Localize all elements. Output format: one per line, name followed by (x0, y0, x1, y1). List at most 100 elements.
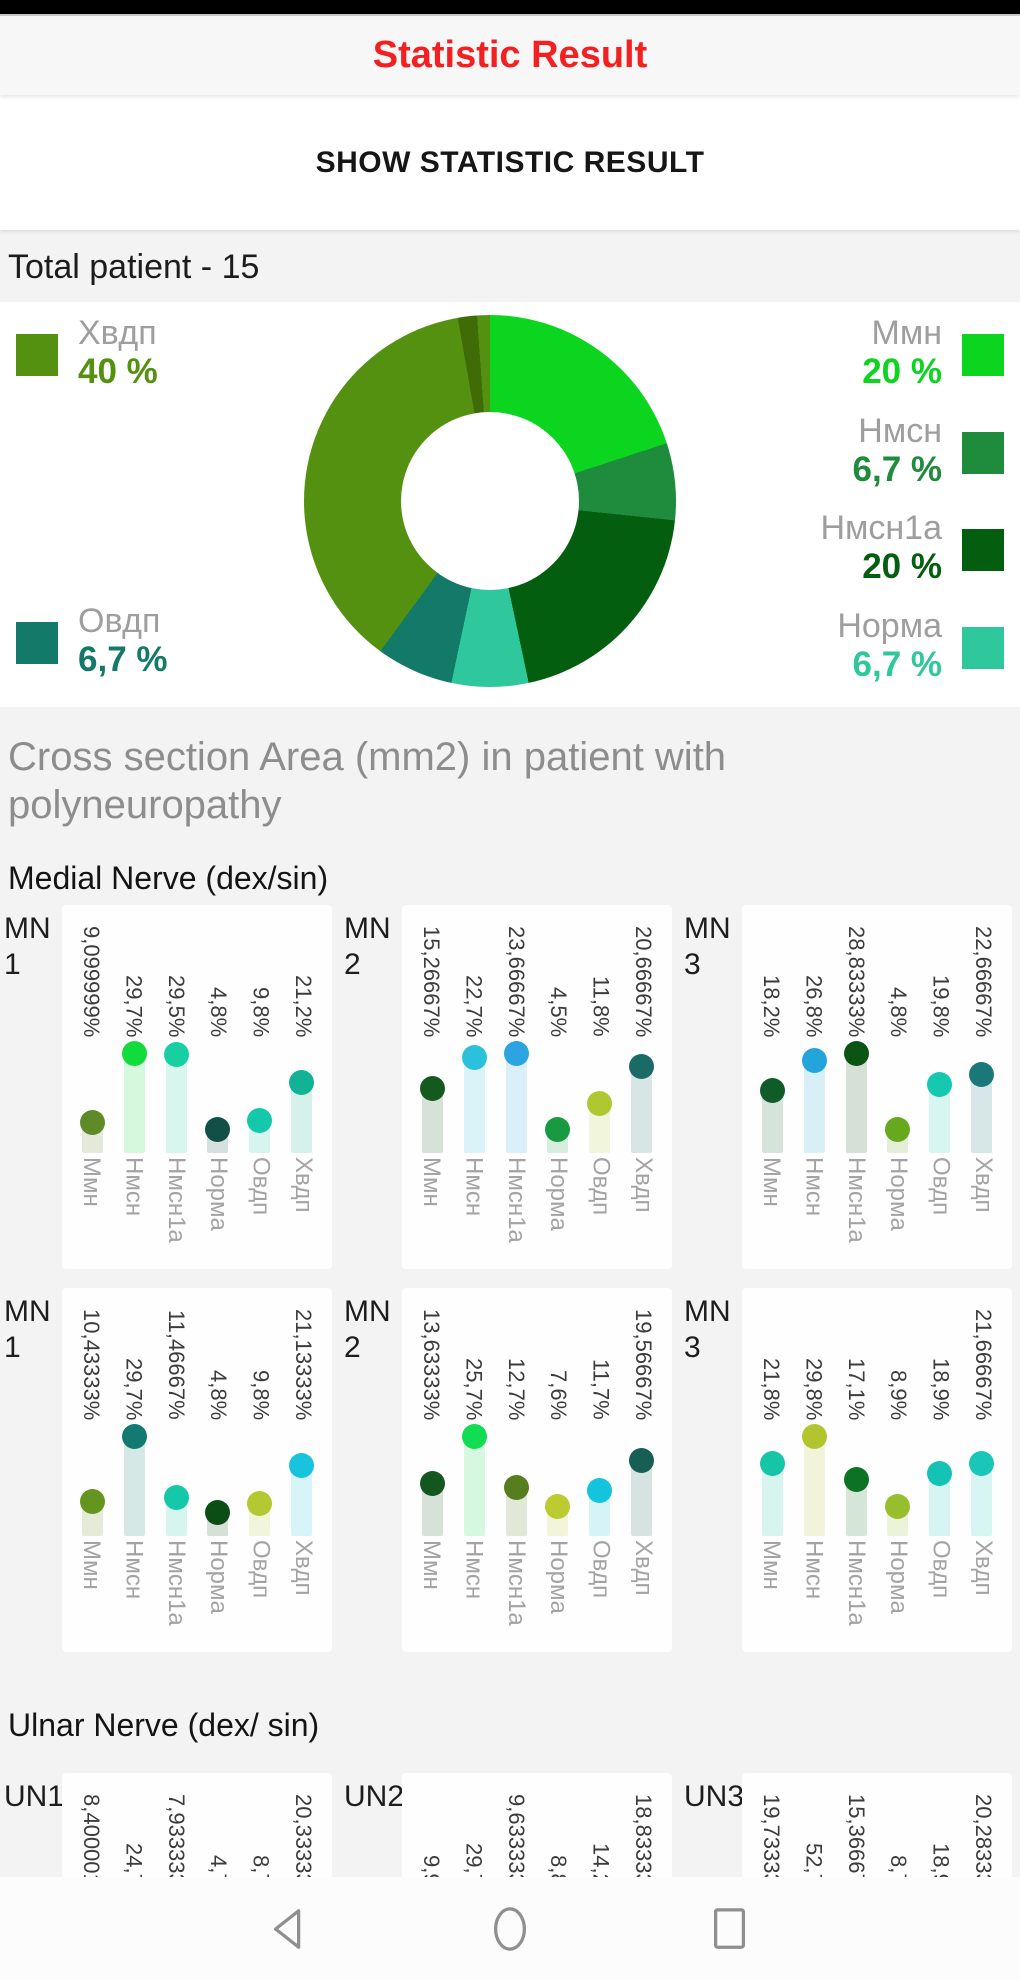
value-label-col: 18,9% (919, 1777, 961, 1885)
back-button[interactable] (266, 1905, 314, 1953)
lollipop (968, 1451, 994, 1536)
value-label-col: 29,7% (112, 909, 154, 1037)
plot-col (454, 1037, 496, 1153)
value-label: 13,63333% (419, 1308, 445, 1420)
category-label-col: Нмсн1а (835, 1540, 877, 1652)
category-label-col: Ммн (750, 1157, 792, 1269)
category-labels-zone: Ммн Нмсн Нмсн1а Норма Овдп Хвдп (410, 1157, 664, 1269)
value-label: 9,633333% (503, 1793, 529, 1885)
value-label-col: 21,2% (282, 909, 324, 1037)
plot-col (919, 1037, 961, 1153)
legend-swatch (16, 334, 58, 376)
category-label-col: Хвдп (282, 1540, 324, 1652)
value-label-col: 10,43333% (70, 1292, 112, 1420)
home-button[interactable] (486, 1905, 534, 1953)
lollipop (802, 1424, 827, 1536)
back-icon (273, 1908, 301, 1949)
category-label-col: Норма (877, 1540, 919, 1652)
lollipop-bar (505, 1053, 527, 1153)
value-labels-zone: 13,63333% 25,7% 12,7% 7,6% 11,7% 19,56667% (410, 1292, 664, 1420)
value-label: 22,66667% (970, 925, 996, 1037)
pie-legend-item: Норма 6,7 % (837, 607, 1004, 684)
value-label-col: 11,7% (579, 1292, 621, 1420)
value-label-col: 22,7% (452, 909, 494, 1037)
lollipop-dot (843, 1467, 869, 1492)
value-label-col: 29,5% (155, 909, 197, 1037)
chart-name-label: MN 1 (4, 912, 51, 981)
android-navigation-bar (0, 1877, 1020, 1980)
value-labels-zone: 9,9% 29,7% 9,633333% 8,8% 14,2% 18,83333% (410, 1777, 664, 1885)
value-label-col: 52,7% (792, 1777, 834, 1885)
value-label-col: 18,9% (919, 1292, 961, 1420)
category-label-col: Ммн (410, 1157, 452, 1269)
value-label-col: 11,8% (579, 909, 621, 1037)
lollipop-chart-card: 15,26667% 22,7% 23,66667% 4,5% 11,8% 20,66667… (402, 905, 672, 1269)
category-label: Нмсн (460, 1540, 488, 1600)
lollipop-chart-card: 10,43333% 29,7% 11,46667% 4,8% 9,8% 21,13333%… (62, 1288, 332, 1652)
plot-col (239, 1420, 281, 1536)
lollipop-bar (505, 1487, 527, 1536)
lollipop-bar (804, 1436, 825, 1536)
value-label-col: 9,8% (239, 1292, 281, 1420)
legend-swatch (962, 529, 1004, 571)
value-label-col: 20,28333% (962, 1777, 1004, 1885)
lollipop-dot (802, 1048, 827, 1073)
category-label: Ммн (758, 1157, 786, 1207)
legend-value: 6,7 % (852, 450, 943, 490)
chart-group: MN 3 18,2% 26,8% 28,83333% 4,8% 19,8% 22,66667… (680, 905, 1020, 1280)
value-label: 4,8% (206, 986, 232, 1037)
lollipop (80, 1489, 106, 1536)
lollipop-bar (290, 1082, 312, 1153)
category-label: Норма (885, 1540, 913, 1614)
lollipop-chart-card: 18,2% 26,8% 28,83333% 4,8% 19,8% 22,66667% Ммн… (742, 905, 1012, 1269)
category-label: Хвдп (629, 1157, 657, 1213)
lollipop-chart-card: 21,8% 29,8% 17,1% 8,9% 18,9% 21,66667% Ммн Нмсн… (742, 1288, 1012, 1652)
value-label-col: 19,73333% (750, 1777, 792, 1885)
category-label-col: Нмсн (452, 1540, 494, 1652)
lollipop (163, 1485, 189, 1536)
plot-col (579, 1420, 621, 1536)
lollipop (843, 1041, 869, 1153)
value-label-col: 11,46667% (155, 1292, 197, 1420)
plot-col (197, 1420, 239, 1536)
medial-nerve-heading: Medial Nerve (dex/sin) (8, 860, 329, 896)
category-label: Ммн (758, 1540, 786, 1590)
show-statistic-result-button[interactable]: SHOW STATISTIC RESULT (310, 145, 711, 181)
value-label: 12,7% (503, 1357, 529, 1420)
chart-group: MN 1 10,43333% 29,7% 11,46667% 4,8% 9,8% 21,13… (0, 1288, 340, 1663)
patient-distribution-donut-chart (304, 315, 676, 687)
lollipop-bar (422, 1483, 444, 1536)
chart-group: UN1 8,400001% 24,7% 7,933333% 4,7% 8,7% 20,333… (0, 1773, 340, 1885)
plot-col (239, 1037, 281, 1153)
plot-col (835, 1037, 877, 1153)
lollipop (587, 1091, 613, 1153)
lollipop (545, 1117, 571, 1153)
lollipop (420, 1471, 446, 1536)
lollipop-dot (843, 1041, 869, 1066)
value-label: 7,933333% (163, 1793, 189, 1885)
lollipop-bar (589, 1103, 611, 1153)
lollipop-bar (464, 1057, 485, 1153)
category-label: Ммн (418, 1157, 446, 1207)
lollipop-dot (503, 1041, 529, 1066)
value-label: 18,83333% (630, 1793, 656, 1885)
legend-texts: Нмсн1а 20 % (820, 509, 942, 586)
value-label: 15,36667% (843, 1793, 869, 1885)
category-label: Нмсн1а (502, 1157, 530, 1243)
category-label-col: Нмсн1а (155, 1540, 197, 1652)
value-label: 11,46667% (163, 1310, 189, 1420)
plot-col (114, 1037, 156, 1153)
value-label-col: 9,8% (239, 909, 281, 1037)
plot-zone (750, 1037, 1004, 1153)
category-label: Хвдп (969, 1157, 997, 1213)
legend-texts: Нмсн 6,7 % (853, 412, 943, 489)
lollipop-dot (587, 1091, 613, 1116)
value-label-col: 17,1% (835, 1292, 877, 1420)
button-card: SHOW STATISTIC RESULT (0, 95, 1020, 230)
value-labels-zone: 8,400001% 24,7% 7,933333% 4,7% 8,7% 20,33333% (70, 1777, 324, 1885)
recents-button[interactable] (706, 1905, 754, 1953)
category-label-col: Овдп (919, 1157, 961, 1269)
value-label: 21,2% (290, 974, 316, 1037)
lollipop (462, 1045, 487, 1153)
